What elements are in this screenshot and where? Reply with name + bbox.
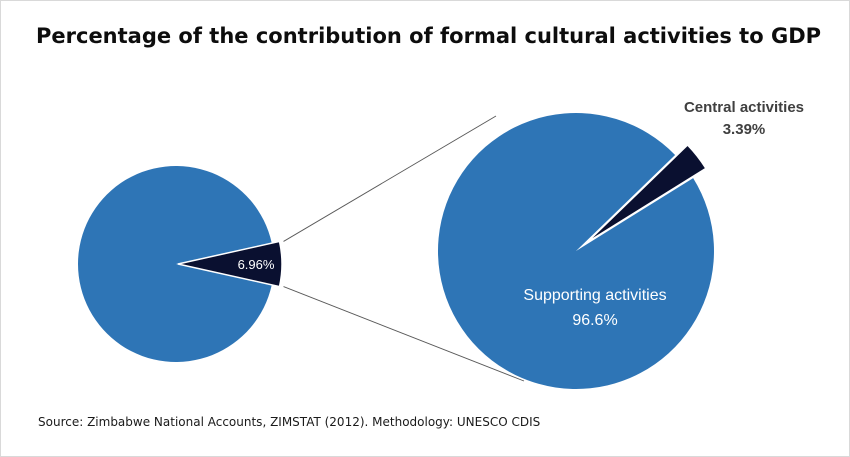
- central-activities-value: 3.39%: [723, 121, 766, 138]
- supporting-activities-label: Supporting activities: [523, 287, 666, 304]
- connector-line-bottom: [283, 286, 525, 382]
- secondary-pie: [437, 112, 714, 389]
- secondary-pie-slice-supporting: [437, 112, 714, 389]
- source-note: Source: Zimbabwe National Accounts, ZIMS…: [38, 415, 541, 429]
- chart-title: Percentage of the contribution of formal…: [36, 24, 822, 48]
- central-activities-label: Central activities: [684, 99, 804, 116]
- main-pie: [78, 166, 283, 363]
- connector-line-top: [283, 115, 497, 242]
- main-pie-slice-rest: [78, 166, 272, 363]
- supporting-activities-value: 96.6%: [572, 312, 617, 329]
- main-slice-value-label: 6.96%: [238, 257, 275, 272]
- main-pie-slice-highlight: [177, 240, 283, 288]
- secondary-pie-slice-central: [586, 143, 707, 244]
